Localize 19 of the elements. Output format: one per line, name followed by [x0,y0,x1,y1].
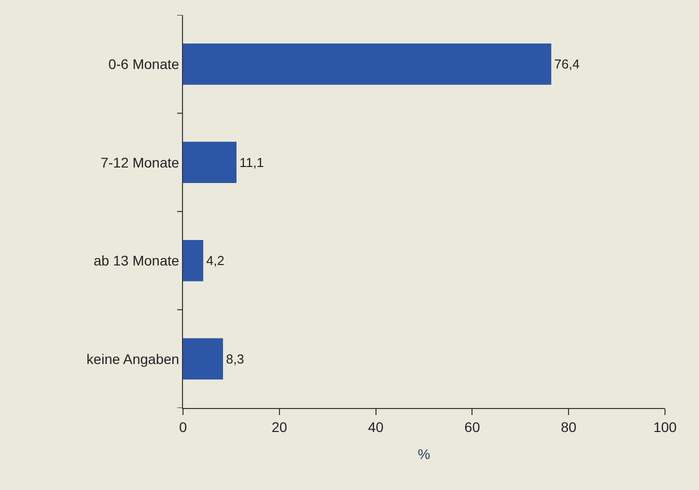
data-label: 4,2 [206,253,224,268]
bar [183,338,224,380]
bar [183,142,236,184]
x-tick-label: 40 [368,418,384,435]
data-label: 76,4 [554,56,580,72]
x-tick-label: 60 [464,418,480,435]
y-tick-label: 7-12 Monate [100,154,180,170]
x-tick-label: 0 [179,418,188,435]
data-label: 11,1 [240,154,264,170]
y-tick-label: ab 13 Monate [94,252,180,269]
x-tick-label: 80 [560,418,577,435]
data-label: 8,3 [226,351,244,366]
bar [183,43,552,85]
x-tick-label: 20 [272,418,288,435]
y-tick-label: keine Angaben [86,350,180,367]
bar [183,240,204,282]
x-tick-label: 100 [653,418,677,435]
x-axis-title: % [418,446,430,462]
y-tick-label: 0-6 Monate [108,56,180,72]
